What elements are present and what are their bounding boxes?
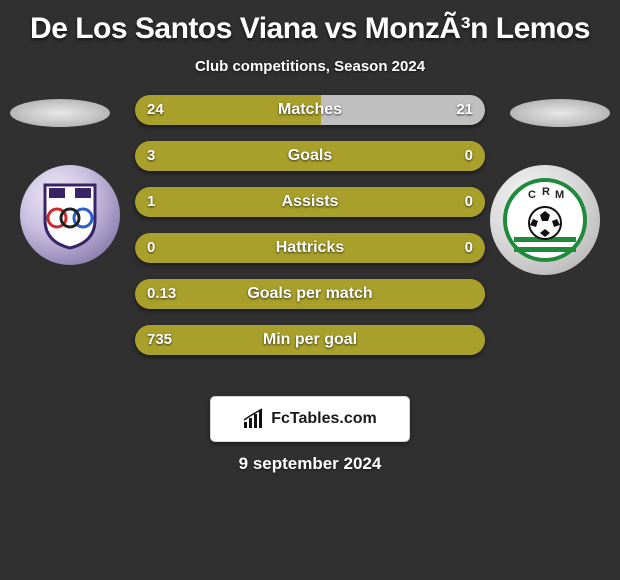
svg-text:R: R bbox=[542, 186, 550, 198]
stat-value-right: 0 bbox=[465, 187, 473, 217]
svg-text:M: M bbox=[555, 189, 564, 201]
source-label: FcTables.com bbox=[271, 410, 377, 428]
stat-value-right: 0 bbox=[465, 141, 473, 171]
stat-label: Hattricks bbox=[135, 233, 485, 263]
subtitle: Club competitions, Season 2024 bbox=[0, 58, 620, 75]
source-badge: FcTables.com bbox=[210, 396, 410, 442]
team-crest-left-icon bbox=[35, 180, 105, 250]
stat-label: Goals bbox=[135, 141, 485, 171]
svg-text:C: C bbox=[528, 189, 536, 201]
chart-icon bbox=[243, 408, 265, 430]
shadow-oval-right bbox=[510, 99, 610, 127]
team-badge-right: C R M bbox=[490, 165, 600, 275]
date-label: 9 september 2024 bbox=[0, 454, 620, 474]
team-crest-right-icon: C R M bbox=[502, 177, 588, 263]
shadow-oval-left bbox=[10, 99, 110, 127]
stat-label: Min per goal bbox=[135, 325, 485, 355]
stat-row: 0Hattricks0 bbox=[135, 233, 485, 263]
page-title: De Los Santos Viana vs MonzÃ³n Lemos bbox=[0, 0, 620, 46]
stat-row: 3Goals0 bbox=[135, 141, 485, 171]
stat-label: Matches bbox=[135, 95, 485, 125]
team-badge-left bbox=[20, 165, 120, 265]
stat-value-right: 0 bbox=[465, 233, 473, 263]
stat-label: Assists bbox=[135, 187, 485, 217]
stat-row: 735Min per goal bbox=[135, 325, 485, 355]
stat-row: 0.13Goals per match bbox=[135, 279, 485, 309]
stats-container: 24Matches213Goals01Assists00Hattricks00.… bbox=[135, 95, 485, 371]
stat-row: 1Assists0 bbox=[135, 187, 485, 217]
stat-value-right: 21 bbox=[456, 95, 473, 125]
stat-row: 24Matches21 bbox=[135, 95, 485, 125]
stat-label: Goals per match bbox=[135, 279, 485, 309]
